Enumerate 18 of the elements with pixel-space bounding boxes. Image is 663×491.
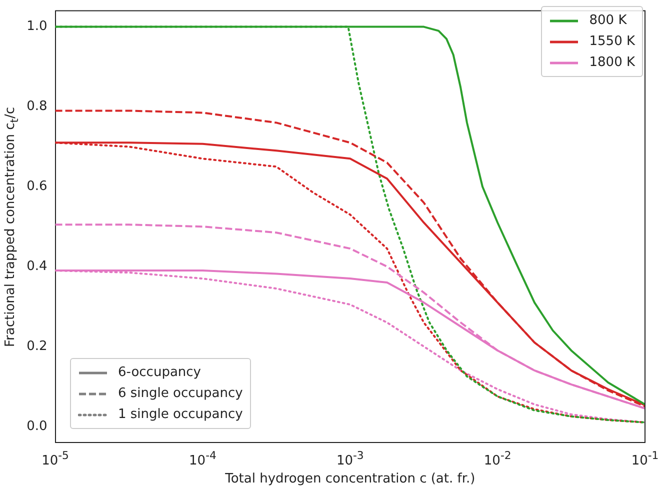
x-tick-label: 10$^{-5}$	[42, 449, 69, 469]
y-tick-label: 0.2	[26, 338, 48, 354]
x-tick-label: 10$^{-3}$	[336, 449, 364, 469]
legend-label: 1550 K	[589, 34, 635, 49]
y-tick-label: 0.8	[26, 99, 48, 114]
y-tick-label: 0.0	[26, 418, 48, 434]
legend-label: 6 single occupancy	[118, 386, 243, 401]
x-tick-label: 10$^{-1}$	[631, 449, 659, 469]
legend-label: 800 K	[589, 13, 627, 28]
x-tick-label: 10$^{-4}$	[189, 449, 216, 469]
legend-label: 1800 K	[589, 55, 635, 70]
x-tick-label: 10$^{-2}$	[484, 449, 512, 469]
legend-label: 6-occupancy	[118, 365, 201, 380]
y-tick-label: 1.0	[26, 19, 48, 34]
x-axis-title: Total hydrogen concentration c (at. fr.)	[224, 472, 476, 487]
y-tick-label: 0.4	[26, 258, 48, 274]
legend-label: 1 single occupancy	[118, 407, 243, 422]
y-tick-label: 0.6	[26, 179, 48, 194]
